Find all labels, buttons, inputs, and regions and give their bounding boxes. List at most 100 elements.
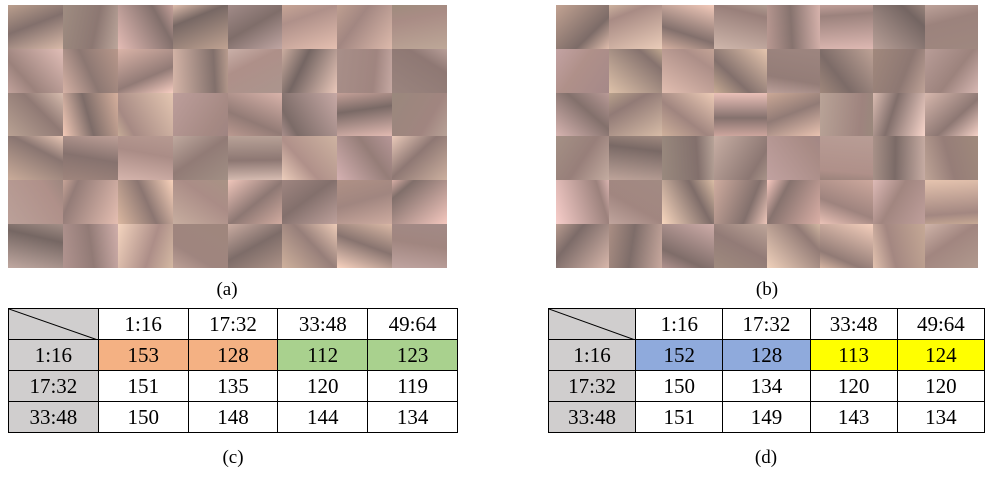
- mosaic-tile: [609, 49, 662, 93]
- mosaic-tile: [609, 5, 662, 49]
- mosaic-tile: [873, 5, 926, 49]
- table-cell: 149: [723, 402, 810, 433]
- mosaic-tile: [820, 49, 873, 93]
- mosaic-tile: [63, 136, 118, 180]
- mosaic-tile: [873, 93, 926, 137]
- column-header: 33:48: [810, 309, 897, 340]
- table-cell: 120: [897, 371, 984, 402]
- mosaic-tile: [556, 180, 609, 224]
- row-header: 33:48: [549, 402, 636, 433]
- table-cell: 134: [368, 402, 458, 433]
- table-cell: 143: [810, 402, 897, 433]
- mosaic-tile: [925, 224, 978, 268]
- mosaic-tile: [118, 93, 173, 137]
- mosaic-tile: [662, 136, 715, 180]
- mosaic-tile: [8, 5, 63, 49]
- mosaic-tile: [873, 136, 926, 180]
- mosaic-tile: [662, 93, 715, 137]
- mosaic-tile: [714, 93, 767, 137]
- mosaic-tile: [118, 180, 173, 224]
- table-cell: 120: [810, 371, 897, 402]
- mosaic-tile: [925, 180, 978, 224]
- mosaic-tile: [228, 49, 283, 93]
- mosaic-tile: [556, 224, 609, 268]
- mosaic-tile: [8, 49, 63, 93]
- table-cell: 148: [188, 402, 278, 433]
- table-cell: 113: [810, 340, 897, 371]
- mosaic-tile: [714, 180, 767, 224]
- mosaic-tile: [767, 49, 820, 93]
- corner-cell: [549, 309, 636, 340]
- mosaic-tile: [820, 93, 873, 137]
- mosaic-tile: [63, 93, 118, 137]
- mosaic-tile: [820, 5, 873, 49]
- table-caption: (c): [203, 447, 263, 469]
- mosaic-tile: [282, 224, 337, 268]
- row-header: 17:32: [549, 371, 636, 402]
- mosaic-tile: [714, 5, 767, 49]
- mosaic-tile: [173, 224, 228, 268]
- image-caption: (b): [737, 279, 797, 301]
- image-caption: (a): [197, 279, 257, 301]
- mosaic-tile: [337, 49, 392, 93]
- mosaic-tile: [228, 93, 283, 137]
- mosaic-tile: [173, 93, 228, 137]
- mosaic-tile: [556, 5, 609, 49]
- table-cell: 124: [897, 340, 984, 371]
- table-cell: 112: [278, 340, 368, 371]
- table-cell: 120: [278, 371, 368, 402]
- mosaic-tile: [228, 224, 283, 268]
- mosaic-tile: [282, 5, 337, 49]
- mosaic-tile: [282, 49, 337, 93]
- mosaic-tile: [8, 136, 63, 180]
- column-header: 17:32: [188, 309, 278, 340]
- mosaic-tile: [392, 49, 447, 93]
- mosaic-tile: [337, 5, 392, 49]
- corner-cell: [9, 309, 99, 340]
- mosaic-tile: [925, 5, 978, 49]
- mosaic-tile: [662, 49, 715, 93]
- mosaic-tile: [392, 136, 447, 180]
- mosaic-tile: [118, 5, 173, 49]
- mosaic-tile: [873, 49, 926, 93]
- mosaic-tile: [767, 224, 820, 268]
- table-cell: 135: [188, 371, 278, 402]
- mosaic-tile: [767, 5, 820, 49]
- mosaic-tile: [714, 49, 767, 93]
- mosaic-tile: [662, 224, 715, 268]
- table-cell: 153: [98, 340, 188, 371]
- figure: (a) (b) 1:1617:3233:4849:64 1:16153128112…: [0, 0, 991, 479]
- mosaic-tile: [228, 5, 283, 49]
- mosaic-tile: [392, 5, 447, 49]
- mosaic-tile: [392, 224, 447, 268]
- table-cell: 123: [368, 340, 458, 371]
- mosaic-tile: [609, 93, 662, 137]
- table-cell: 150: [636, 371, 723, 402]
- column-header: 1:16: [636, 309, 723, 340]
- mosaic-tile: [662, 180, 715, 224]
- mosaic-tile: [337, 224, 392, 268]
- mosaic-tile: [820, 224, 873, 268]
- table-caption: (d): [736, 447, 796, 469]
- mosaic-tile: [337, 93, 392, 137]
- row-header: 33:48: [9, 402, 99, 433]
- table-cell: 119: [368, 371, 458, 402]
- mosaic-tile: [392, 93, 447, 137]
- mosaic-tile: [63, 49, 118, 93]
- mosaic-tile: [873, 224, 926, 268]
- mosaic-tile: [556, 136, 609, 180]
- mosaic-tile: [228, 180, 283, 224]
- mosaic-tile: [609, 136, 662, 180]
- mosaic-tile: [714, 136, 767, 180]
- column-header: 17:32: [723, 309, 810, 340]
- mosaic-tile: [282, 136, 337, 180]
- row-header: 17:32: [9, 371, 99, 402]
- mosaic-tile: [820, 136, 873, 180]
- mosaic-tile: [925, 136, 978, 180]
- mosaic-tile: [767, 93, 820, 137]
- table-cell: 152: [636, 340, 723, 371]
